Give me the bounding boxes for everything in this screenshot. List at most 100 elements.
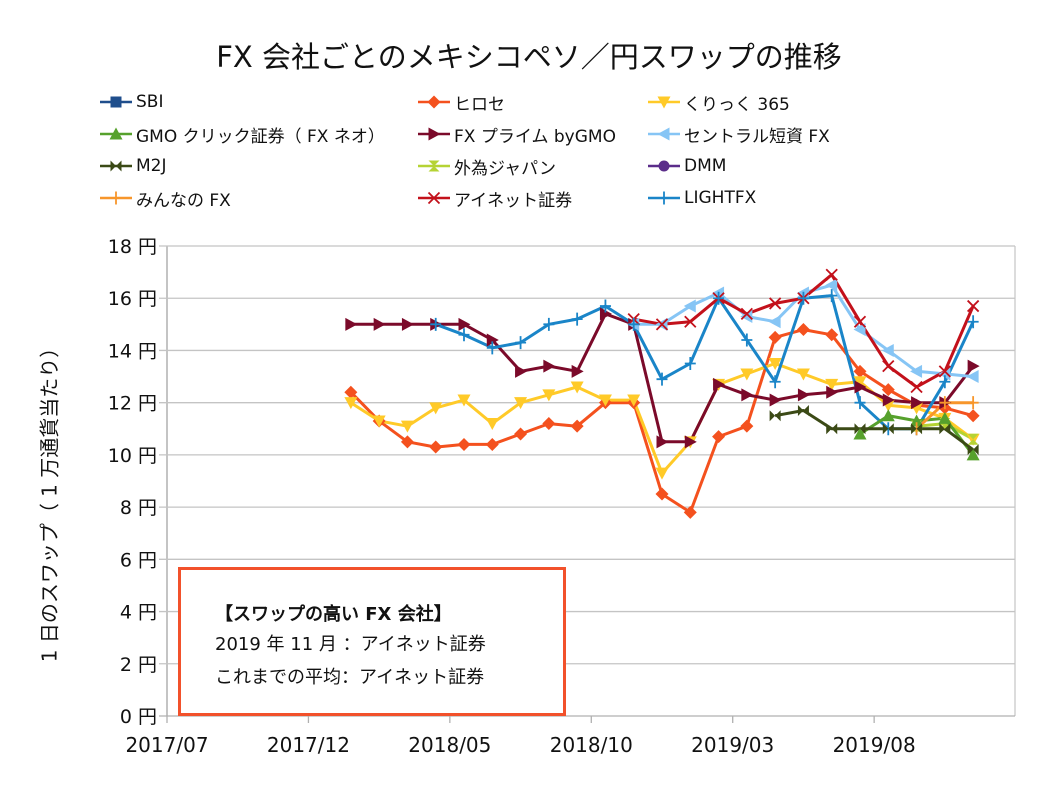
legend-label: セントラル短資 FX [684,126,830,147]
data-point [967,439,979,445]
data-point [882,423,889,435]
data-point [967,359,980,373]
legend-label: みんなの FX [136,190,231,211]
data-point [967,315,979,329]
legend-swatch-icon [100,127,132,140]
data-point [967,396,979,410]
data-point [570,419,584,433]
legend-label: くりっく 365 [684,94,790,115]
data-point [684,315,697,328]
legend-marker-icon [109,127,123,140]
data-point [854,396,866,410]
legend-item: くりっく 365 [646,88,790,116]
data-point [740,310,753,323]
data-point [797,405,804,416]
legend-item: みんなの FX [98,184,231,212]
data-point [882,359,895,373]
data-point [973,444,979,456]
data-point [542,417,556,431]
data-point [797,291,809,305]
data-point [853,323,866,337]
chart-title: FX 会社ごとのメキシコペソ／円スワップの推移 [216,40,842,74]
y-tick-label: 10 円 [108,445,157,467]
legend-item: 外為ジャパン [416,152,556,180]
data-point [514,427,528,441]
data-point [515,336,527,350]
annotation-line-average: これまでの平均：アイネット証券 [215,667,485,688]
legend-label: FX プライム byGMO [454,126,616,147]
legend-marker-icon [657,96,671,109]
data-point [769,375,781,389]
legend-marker-icon [428,127,441,141]
data-point [570,381,584,394]
data-point [967,433,979,440]
data-point [796,368,810,381]
legend-marker-icon [110,160,116,172]
legend-swatch-icon [100,160,132,172]
data-point [825,278,838,292]
data-point [825,268,838,281]
data-point [684,435,697,449]
legend-swatch-icon [418,160,450,172]
data-point [768,330,782,344]
data-point [400,420,414,433]
data-point [571,312,583,326]
legend-swatch-icon [100,96,132,108]
legend-item: セントラル短資 FX [646,120,830,148]
data-point [429,440,443,454]
data-point [881,383,895,397]
data-point [944,423,951,435]
data-point [967,444,974,456]
legend-item: LIGHTFX [646,184,756,212]
data-point [853,427,867,440]
data-point [740,307,753,321]
y-tick-label: 4 円 [120,602,157,624]
series-3-markers [853,409,980,461]
data-point [400,435,414,449]
data-point [967,299,980,313]
data-point [514,397,528,410]
data-point [543,317,555,331]
data-point [627,394,641,407]
data-point [938,365,951,378]
legend-marker-icon [427,95,441,109]
data-point [911,423,917,435]
data-point [543,359,556,373]
data-point [938,411,952,424]
data-point [741,388,754,402]
data-point [401,317,414,331]
data-point [655,487,669,501]
y-tick-label: 0 円 [120,706,157,728]
legend-swatch-icon [418,191,450,205]
data-point [656,435,669,449]
y-tick-label: 2 円 [120,654,157,676]
data-point [916,423,923,435]
data-point [345,317,358,331]
legend-swatch-icon [648,127,680,141]
legend-swatch-icon [418,95,450,109]
series-4-markers [345,307,980,449]
data-point [881,343,894,357]
data-point [740,368,754,381]
legend-marker-icon [658,191,670,205]
x-tick-label: 2018/05 [408,733,491,757]
x-tick-label: 2018/10 [550,733,633,757]
y-tick-label: 18 円 [108,236,157,258]
data-point [853,364,867,378]
legend-label: SBI [136,92,164,112]
series-1-markers [344,323,980,519]
data-point [910,380,923,394]
legend-label: ヒロセ [454,94,505,115]
legend-label: DMM [684,156,727,176]
y-tick-label: 14 円 [108,340,157,362]
data-point [344,385,358,399]
annotation-title: 【スワップの高い FX 会社】 [215,604,452,625]
data-point [740,419,754,433]
legend-marker-icon [657,127,670,141]
data-point [938,367,951,381]
data-point [429,402,443,415]
legend-marker-icon [110,96,122,108]
legend-marker-icon [427,191,441,205]
data-point [826,423,832,435]
legend-item: M2J [98,152,167,180]
